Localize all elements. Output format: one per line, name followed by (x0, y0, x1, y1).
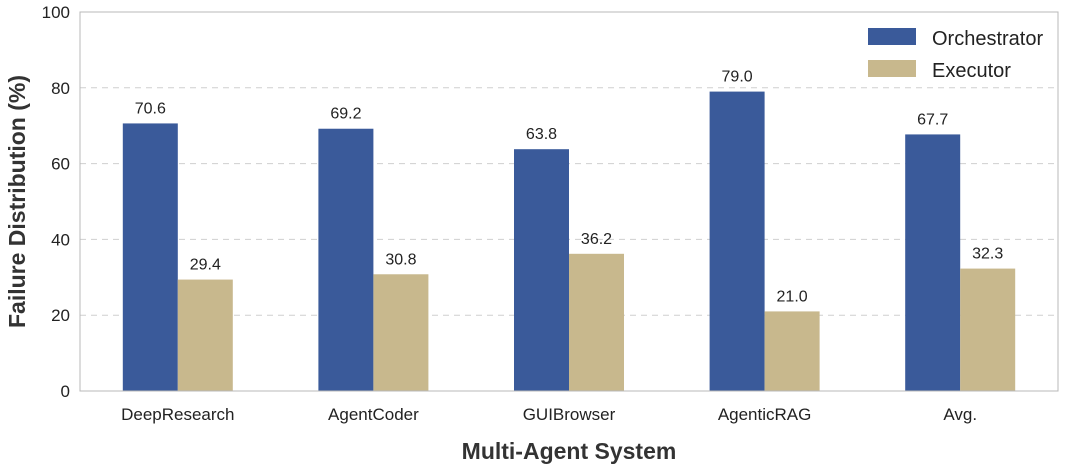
y-tick-label: 20 (51, 306, 70, 325)
y-tick-label: 80 (51, 79, 70, 98)
bars (122, 91, 1016, 392)
legend-label-executor: Executor (932, 60, 1011, 82)
y-axis-title: Failure Distribution (%) (4, 75, 30, 328)
data-label: 69.2 (330, 106, 361, 123)
legend: Orchestrator Executor (868, 28, 1043, 82)
bar-executor-deepresearch (177, 279, 233, 391)
bar-orchestrator-avg (905, 134, 961, 392)
data-label: 63.8 (526, 126, 557, 143)
y-tick-label: 0 (61, 382, 70, 401)
bar-executor-avg (960, 268, 1016, 391)
y-tick-label: 40 (51, 230, 70, 249)
data-label: 36.2 (581, 231, 612, 248)
legend-swatch-executor (868, 60, 916, 77)
data-label: 79.0 (722, 69, 753, 86)
bar-orchestrator-guibrowser (514, 149, 569, 391)
bar-executor-agenticrag (764, 311, 820, 391)
x-tick-label: DeepResearch (121, 405, 234, 424)
x-tick-label: Avg. (943, 405, 977, 424)
data-label: 32.3 (972, 246, 1003, 263)
bar-orchestrator-agenticrag (709, 91, 765, 391)
x-tick-label: AgenticRAG (718, 405, 812, 424)
x-axis-title: Multi-Agent System (462, 438, 677, 464)
data-label: 30.8 (385, 251, 416, 268)
y-tick-label: 60 (51, 155, 70, 174)
legend-label-orchestrator: Orchestrator (932, 28, 1043, 50)
bar-executor-guibrowser (569, 253, 624, 391)
bar-orchestrator-deepresearch (122, 123, 178, 392)
y-tick-label: 100 (42, 3, 70, 22)
plot-frame (79, 11, 1059, 392)
bar-orchestrator-agentcoder (318, 128, 374, 391)
data-label: 70.6 (135, 100, 166, 117)
legend-swatch-orchestrator (868, 28, 916, 45)
x-tick-label: GUIBrowser (523, 405, 616, 424)
x-axis-ticks: DeepResearch AgentCoder GUIBrowser AgenticR… (121, 405, 977, 424)
data-label: 21.0 (777, 288, 808, 305)
y-axis-ticks: 0 20 40 60 80 100 (42, 3, 70, 401)
data-labels: 70.6 29.4 69.2 30.8 63.8 36.2 79.0 21.0 67.7 32.3 (135, 69, 1004, 306)
x-tick-label: AgentCoder (328, 405, 419, 424)
data-label: 67.7 (917, 111, 948, 128)
bar-executor-agentcoder (373, 274, 429, 391)
data-label: 29.4 (190, 257, 221, 274)
